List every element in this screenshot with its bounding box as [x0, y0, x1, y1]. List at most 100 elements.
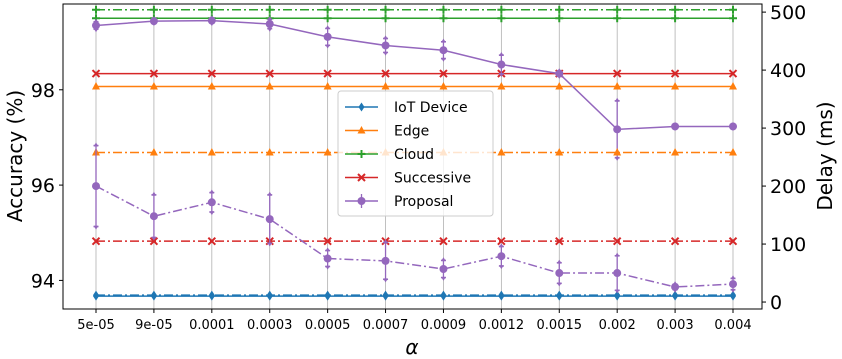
y-right-tick-label: 100 — [770, 234, 806, 256]
data-point — [497, 60, 506, 69]
data-point — [91, 236, 101, 246]
data-point — [671, 14, 680, 23]
data-point — [149, 69, 159, 78]
data-point — [207, 236, 217, 246]
x-tick-label: 0.0005 — [305, 318, 351, 333]
data-point — [92, 182, 100, 191]
data-point — [381, 41, 390, 50]
data-point — [323, 69, 332, 78]
legend-marker — [357, 150, 366, 158]
y-right-tick-label: 500 — [770, 2, 806, 24]
data-point — [149, 147, 158, 156]
data-point — [613, 269, 622, 278]
data-point — [671, 147, 680, 156]
data-point — [670, 69, 680, 78]
data-point — [729, 122, 737, 131]
data-point — [381, 256, 390, 265]
legend-item-successive: Successive — [345, 171, 471, 187]
x-tick-label: 0.0015 — [537, 318, 583, 333]
legend-marker — [358, 102, 365, 112]
series-edge — [92, 81, 737, 90]
data-point — [207, 69, 217, 78]
data-point — [497, 147, 506, 156]
data-point — [265, 81, 274, 90]
data-point — [91, 69, 101, 78]
legend-marker — [357, 173, 366, 182]
data-point — [207, 147, 216, 156]
data-point — [207, 198, 216, 207]
legend-label: Successive — [394, 171, 471, 187]
series-line-proposal-delay — [95, 185, 734, 288]
legend-label: Proposal — [394, 194, 453, 210]
series-iot-device-delay — [93, 290, 736, 300]
y-axis-left-title: Accuracy (%) — [3, 90, 27, 222]
data-point — [498, 290, 505, 300]
data-point — [671, 122, 680, 131]
x-tick-label: 0.0003 — [247, 318, 293, 333]
data-point — [439, 69, 448, 78]
data-point — [266, 290, 273, 300]
data-point — [439, 236, 448, 246]
data-point — [323, 32, 332, 41]
data-point — [150, 290, 157, 300]
data-point — [323, 81, 332, 90]
data-point — [729, 280, 737, 289]
error-bar — [556, 259, 562, 287]
data-point — [323, 14, 332, 23]
data-point — [92, 21, 100, 30]
legend-item-proposal: Proposal — [345, 194, 453, 210]
series-proposal-delay — [92, 142, 737, 294]
data-point — [672, 290, 679, 300]
data-point — [382, 290, 389, 300]
data-point — [265, 20, 274, 29]
data-point — [729, 81, 737, 90]
data-point — [728, 69, 738, 78]
data-point — [265, 69, 274, 78]
legend-box — [337, 90, 494, 217]
data-point — [149, 212, 158, 221]
series-proposal — [92, 15, 737, 161]
data-point — [555, 5, 564, 14]
data-point — [265, 215, 274, 224]
data-point — [613, 147, 622, 156]
data-point — [149, 5, 158, 14]
data-point — [555, 14, 564, 23]
y-right-tick-label: 0 — [770, 292, 782, 314]
y-axis-right-title: Delay (ms) — [813, 101, 837, 210]
y-axis-left-ticks: 94 96 98 — [31, 80, 63, 292]
legend-marker — [357, 126, 366, 134]
data-point — [671, 282, 680, 291]
data-point — [439, 14, 448, 23]
data-point — [556, 290, 563, 300]
data-point — [497, 81, 506, 90]
data-point — [612, 236, 622, 246]
data-point — [149, 81, 158, 90]
data-point — [439, 264, 448, 273]
series-line-proposal — [95, 19, 733, 131]
legend-marker — [357, 197, 366, 205]
data-point — [613, 81, 622, 90]
data-point — [612, 69, 622, 78]
data-point — [729, 5, 737, 14]
data-point — [730, 290, 736, 300]
data-point — [729, 147, 737, 156]
y-left-tick-label: 96 — [31, 175, 55, 197]
data-point — [555, 236, 564, 246]
y-right-tick-label: 300 — [770, 118, 806, 140]
legend-label: IoT Device — [394, 100, 468, 116]
data-point — [613, 125, 622, 134]
x-tick-label: 0.0009 — [421, 318, 467, 333]
series-iot-device — [93, 291, 736, 301]
legend: IoT Device Edge Cloud Successive Proposal — [337, 90, 494, 217]
plot-frame — [62, 3, 763, 310]
data-point — [555, 269, 564, 278]
data-point — [92, 5, 100, 14]
y-left-tick-label: 94 — [31, 270, 55, 292]
data-point — [324, 290, 331, 300]
data-point — [497, 236, 506, 246]
x-tick-label: 0.004 — [714, 318, 751, 333]
data-point — [613, 14, 622, 23]
data-point — [265, 147, 274, 156]
legend-label: Edge — [394, 124, 429, 140]
